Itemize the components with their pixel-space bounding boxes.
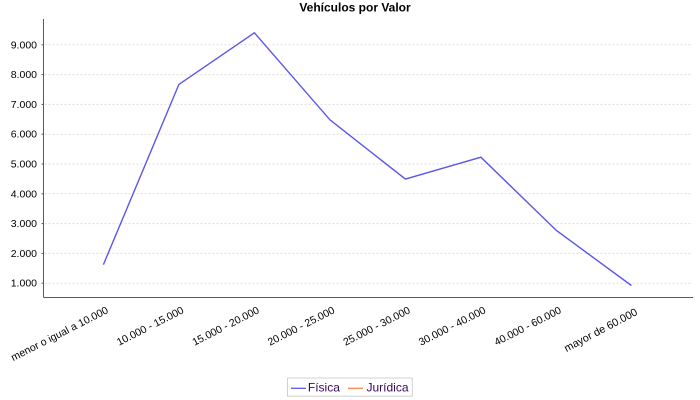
svg-text:8.000: 8.000 (11, 69, 37, 81)
svg-text:5.000: 5.000 (11, 159, 37, 171)
svg-text:9.000: 9.000 (11, 39, 37, 51)
svg-text:3.000: 3.000 (11, 218, 37, 230)
svg-text:Jurídica: Jurídica (367, 381, 409, 395)
svg-text:6.000: 6.000 (11, 129, 37, 141)
svg-text:2.000: 2.000 (11, 248, 37, 260)
svg-text:Vehículos por Valor: Vehículos por Valor (299, 1, 411, 15)
svg-text:4.000: 4.000 (11, 188, 37, 200)
svg-text:7.000: 7.000 (11, 99, 37, 111)
svg-text:1.000: 1.000 (11, 278, 37, 290)
svg-text:Física: Física (308, 381, 340, 395)
